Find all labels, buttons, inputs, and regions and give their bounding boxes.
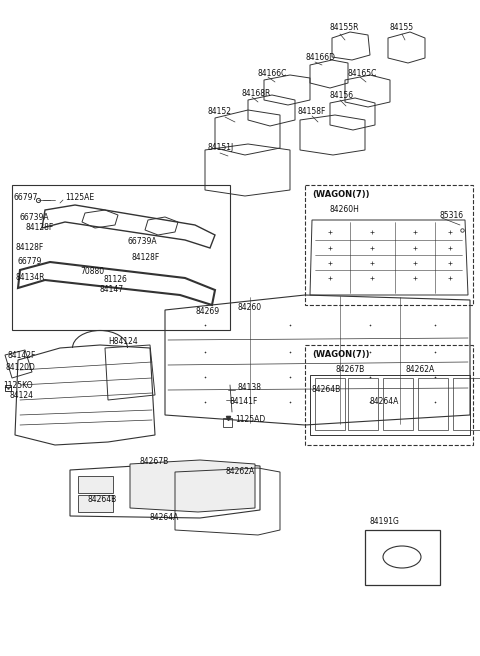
Text: 84147: 84147 [100, 285, 124, 295]
Text: 84264A: 84264A [150, 514, 180, 522]
Text: 84152: 84152 [208, 108, 232, 117]
Text: 66739A: 66739A [20, 213, 49, 222]
Text: 84151J: 84151J [208, 144, 234, 152]
Text: 84128F: 84128F [26, 224, 54, 232]
Text: 84264B: 84264B [88, 495, 117, 504]
Text: 84128F: 84128F [15, 243, 43, 253]
Text: 84264A: 84264A [370, 398, 399, 407]
Text: 1125AE: 1125AE [65, 192, 94, 201]
Bar [348, 378, 378, 430]
Text: 84155R: 84155R [330, 24, 360, 33]
Text: 84138: 84138 [237, 384, 261, 392]
Text: 84142F: 84142F [8, 350, 36, 359]
Text: 1125AD: 1125AD [235, 415, 265, 424]
Text: 85316: 85316 [440, 211, 464, 220]
Text: 84168R: 84168R [242, 89, 271, 98]
Bar [78, 476, 113, 493]
Text: 84155: 84155 [390, 24, 414, 33]
Text: 70880: 70880 [80, 268, 104, 276]
Bar [418, 378, 448, 430]
Bar [365, 530, 440, 585]
Bar [453, 378, 480, 430]
Text: 84158F: 84158F [298, 108, 326, 117]
Text: 84141F: 84141F [230, 398, 258, 407]
Polygon shape [130, 460, 255, 512]
Bar [305, 185, 473, 305]
Text: 84260: 84260 [238, 304, 262, 312]
Text: 66739A: 66739A [128, 237, 157, 247]
Text: 84260H: 84260H [330, 205, 360, 215]
Text: H84124: H84124 [108, 337, 138, 346]
Text: (WAGON(7)): (WAGON(7)) [312, 190, 370, 199]
Text: 84191G: 84191G [370, 518, 400, 527]
Text: 81126: 81126 [103, 276, 127, 285]
Text: 84267B: 84267B [140, 457, 169, 466]
Bar [383, 378, 413, 430]
Text: 66797: 66797 [14, 194, 38, 203]
Text: 84165C: 84165C [348, 68, 377, 77]
Bar [305, 345, 473, 445]
Text: 66779: 66779 [18, 258, 42, 266]
Text: 84166C: 84166C [258, 68, 288, 77]
Text: 84267B: 84267B [335, 365, 364, 375]
Text: 84166D: 84166D [305, 54, 335, 62]
Text: 84134R: 84134R [16, 274, 46, 283]
Text: (WAGON(7)): (WAGON(7)) [312, 350, 370, 359]
Bar [12, 185, 230, 330]
Text: 84120D: 84120D [5, 363, 35, 373]
Bar [223, 418, 232, 427]
Text: 84262A: 84262A [225, 468, 254, 476]
Bar [315, 378, 345, 430]
Text: 84124: 84124 [10, 392, 34, 401]
Text: 84269: 84269 [195, 308, 219, 316]
Text: 84128F: 84128F [132, 253, 160, 262]
Text: 1125KO: 1125KO [3, 380, 33, 390]
Bar [78, 495, 113, 512]
Text: 84156: 84156 [330, 91, 354, 100]
Text: 84262A: 84262A [405, 365, 434, 375]
Text: 84264B: 84264B [312, 386, 341, 394]
